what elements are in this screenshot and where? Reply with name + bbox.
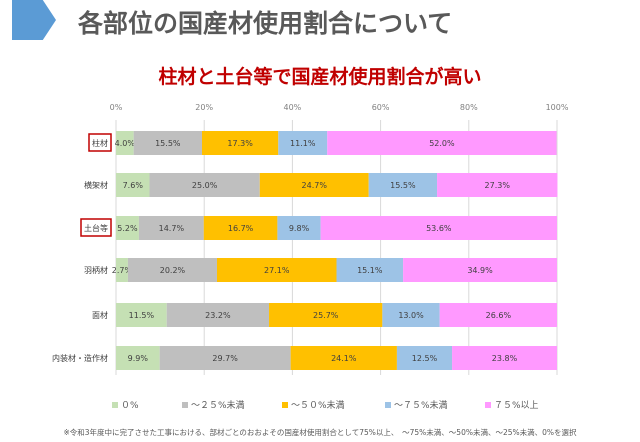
- bar-segment: [138, 216, 204, 240]
- legend-swatch: [385, 401, 391, 408]
- legend-swatch: [282, 401, 288, 408]
- bar-segment: [290, 346, 397, 370]
- category-label: 横架材: [84, 180, 108, 190]
- data-label: 24.1%: [331, 354, 357, 363]
- bar-segment: [116, 173, 150, 197]
- bar-segment: [396, 346, 453, 370]
- data-label: 9.8%: [289, 224, 310, 233]
- legend-swatch: [112, 401, 118, 408]
- data-label: 25.7%: [313, 311, 339, 320]
- data-label: 4.0%: [115, 139, 136, 148]
- legend-item: ０%: [112, 398, 139, 411]
- data-label: 20.2%: [160, 266, 186, 275]
- category-label: 面材: [92, 310, 108, 320]
- legend-label: ～２５%未満: [191, 401, 245, 411]
- data-label: 15.5%: [155, 139, 181, 148]
- legend-swatch: [182, 401, 188, 408]
- data-label: 23.8%: [492, 354, 518, 363]
- data-label: 26.6%: [486, 311, 512, 320]
- bar-segment: [259, 173, 369, 197]
- data-label: 12.5%: [412, 354, 438, 363]
- legend-item: ～２５%未満: [182, 398, 245, 411]
- bar-segment: [127, 258, 217, 282]
- x-tick-label: 100%: [546, 103, 569, 112]
- bar-segment: [159, 346, 291, 370]
- bar-segment: [116, 216, 139, 240]
- highlight-box: [80, 218, 112, 237]
- data-label: 11.5%: [129, 311, 155, 320]
- data-label: 34.9%: [467, 266, 493, 275]
- bar-segment: [116, 131, 134, 155]
- category-label: 土台等: [84, 223, 108, 233]
- legend-item: ～５０%未満: [282, 398, 345, 411]
- legend-label: ７５%以上: [494, 401, 539, 411]
- data-label: 29.7%: [212, 354, 238, 363]
- legend-swatch: [485, 401, 491, 408]
- bar-segment: [452, 346, 557, 370]
- legend-label: ～７５%未満: [394, 401, 448, 411]
- chart-subtitle: 柱材と土台等で国産材使用割合が高い: [158, 66, 482, 88]
- data-label: 23.2%: [205, 311, 231, 320]
- data-label: 17.3%: [227, 139, 253, 148]
- bar-segment: [278, 131, 328, 155]
- data-label: 24.7%: [302, 181, 328, 190]
- legend-label: ～５０%未満: [291, 401, 345, 411]
- bar-segment: [116, 303, 167, 327]
- category-label: 柱材: [92, 138, 108, 148]
- bar-segment: [216, 258, 337, 282]
- data-label: 27.1%: [264, 266, 290, 275]
- legend-item: ～７５%未満: [385, 398, 448, 411]
- bar-segment: [149, 173, 260, 197]
- bar-segment: [203, 216, 278, 240]
- data-label: 5.2%: [117, 224, 138, 233]
- data-label: 11.1%: [290, 139, 316, 148]
- bar-segment: [437, 173, 558, 197]
- category-label: 内装材・造作材: [52, 353, 108, 363]
- bar-segment: [277, 216, 321, 240]
- bar-segment: [439, 303, 557, 327]
- x-tick-label: 20%: [195, 103, 213, 112]
- data-label: 15.1%: [357, 266, 383, 275]
- bar-segment: [368, 173, 438, 197]
- bar-segment: [166, 303, 270, 327]
- legend-item: ７５%以上: [485, 398, 539, 411]
- bar-segment: [382, 303, 440, 327]
- data-label: 53.6%: [426, 224, 452, 233]
- data-label: 7.6%: [123, 181, 144, 190]
- data-label: 16.7%: [228, 224, 254, 233]
- bar-segment: [403, 258, 557, 282]
- x-tick-label: 60%: [372, 103, 390, 112]
- page-title: 各部位の国産材使用割合について: [78, 9, 453, 38]
- bar-segment: [116, 346, 160, 370]
- bar-segment: [269, 303, 383, 327]
- footnote: ※令和3年度中に完了させた工事における、部材ごとのおおよその国産材使用割合として…: [63, 428, 577, 437]
- data-label: 25.0%: [192, 181, 218, 190]
- bar-segment: [201, 131, 279, 155]
- highlight-box: [88, 133, 112, 152]
- bar-segment: [336, 258, 404, 282]
- legend-label: ０%: [121, 401, 139, 411]
- data-label: 9.9%: [128, 354, 149, 363]
- x-tick-label: 0%: [110, 103, 123, 112]
- category-label: 羽柄材: [84, 265, 108, 275]
- bar-segment: [133, 131, 202, 155]
- data-label: 2.7%: [112, 266, 133, 275]
- data-label: 52.0%: [429, 139, 455, 148]
- x-tick-label: 40%: [284, 103, 302, 112]
- bar-segment: [320, 216, 557, 240]
- x-tick-label: 80%: [460, 103, 478, 112]
- data-label: 27.3%: [485, 181, 511, 190]
- bar-segment: [116, 258, 128, 282]
- data-label: 15.5%: [390, 181, 416, 190]
- bar-segment: [327, 131, 557, 155]
- data-label: 13.0%: [398, 311, 424, 320]
- data-label: 14.7%: [159, 224, 185, 233]
